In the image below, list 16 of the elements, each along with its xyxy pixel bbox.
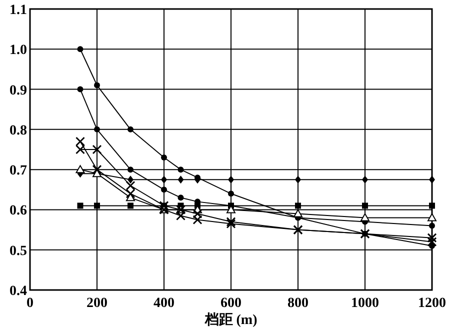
x-tick-label: 1000	[351, 296, 379, 311]
y-tick-label: 0.9	[10, 83, 27, 98]
y-tick-label: 0.6	[10, 204, 27, 219]
y-tick-label: 1.1	[10, 3, 27, 18]
x-tick-label: 600	[220, 296, 242, 311]
x-tick-label: 400	[154, 296, 174, 311]
x-tick-label: 200	[86, 296, 108, 311]
y-tick-label: 0.5	[10, 244, 27, 259]
y-tick-label: 0.7	[10, 164, 27, 179]
y-tick-label: 1.0	[10, 43, 27, 58]
x-axis-title: 档距 (m)	[204, 312, 258, 328]
x-tick-label: 0	[26, 296, 34, 311]
x-tick-label: 1200	[418, 296, 446, 311]
y-tick-label: 0.4	[10, 284, 27, 299]
y-tick-label: 0.8	[10, 123, 27, 138]
x-tick-label: 800	[288, 296, 308, 311]
